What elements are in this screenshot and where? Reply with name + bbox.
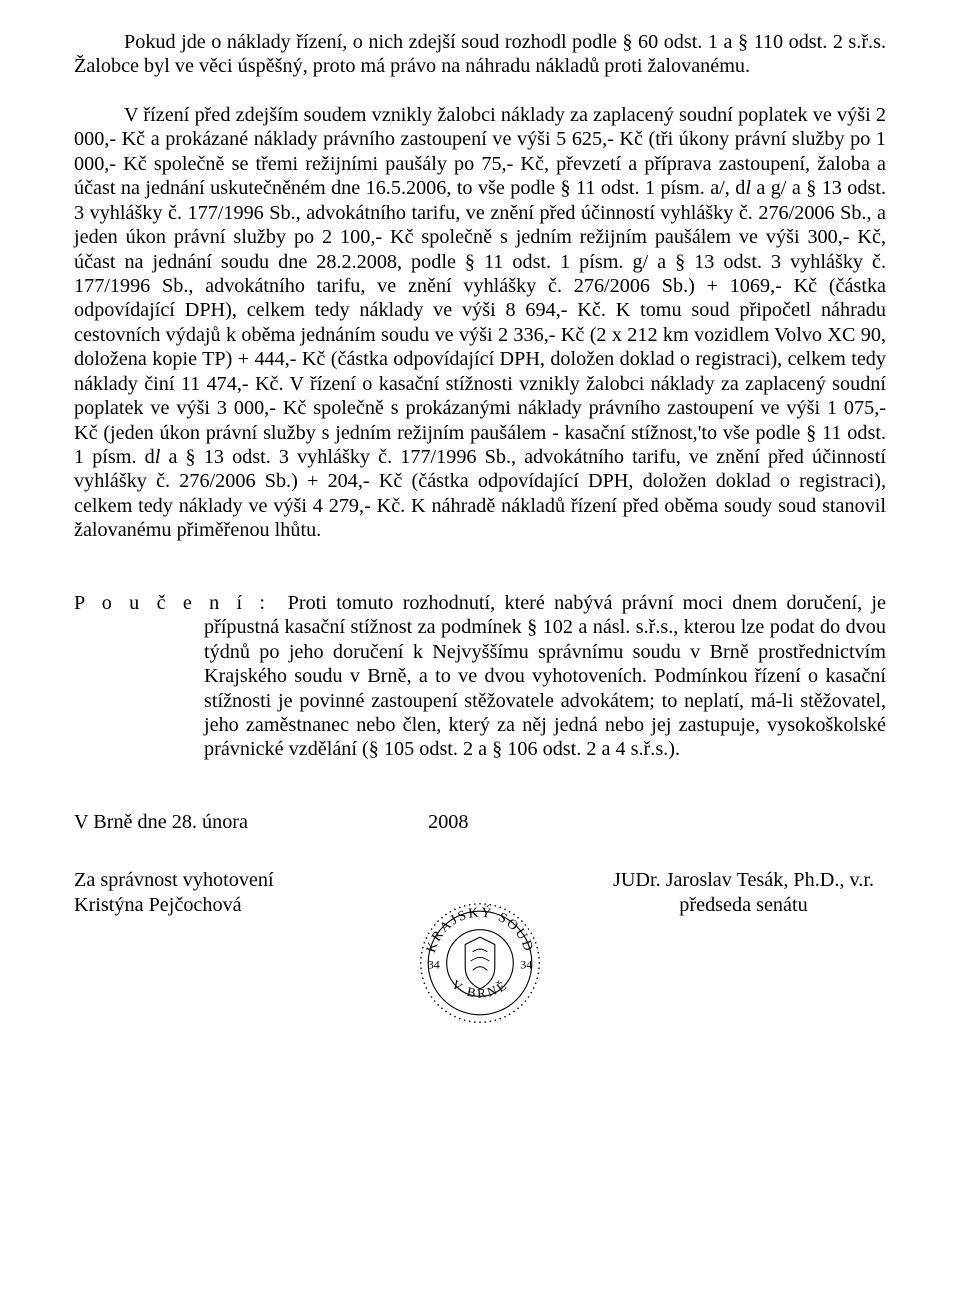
svg-text:34: 34 <box>520 958 532 972</box>
correctness-label: Za správnost vyhotovení <box>74 868 274 892</box>
date-place: V Brně dne 28. února <box>74 811 248 833</box>
text-segment: a g/ a § 13 odst. 3 vyhlášky č. 177/1996… <box>74 177 886 468</box>
signature-right: JUDr. Jaroslav Tesák, Ph.D., v.r. předse… <box>613 868 886 917</box>
instruction-label: P o u č e n í : <box>74 592 269 614</box>
signature-left: Za správnost vyhotovení Kristýna Pejčoch… <box>74 868 274 917</box>
text-segment: a § 13 odst. 3 vyhlášky č. 177/1996 Sb.,… <box>74 446 886 541</box>
paragraph-costs-detail: V řízení před zdejším soudem vznikly žal… <box>74 103 886 543</box>
instruction-block: P o u č e n í : Proti tomuto rozhodnutí,… <box>74 591 886 762</box>
judge-title: předseda senátu <box>613 893 874 917</box>
court-stamp-icon: KRAJSKÝ SOUD V BRNĚ 34 34 <box>406 889 554 1037</box>
svg-text:34: 34 <box>428 958 440 972</box>
clerk-name: Kristýna Pejčochová <box>74 893 274 917</box>
judge-name: JUDr. Jaroslav Tesák, Ph.D., v.r. <box>613 868 874 892</box>
instruction-text: Proti tomuto rozhodnutí, které nabývá pr… <box>204 592 886 761</box>
date-line: V Brně dne 28. února 2008 <box>74 810 886 834</box>
date-year: 2008 <box>428 811 468 833</box>
paragraph-costs-intro: Pokud jde o náklady řízení, o nich zdejš… <box>74 30 886 79</box>
